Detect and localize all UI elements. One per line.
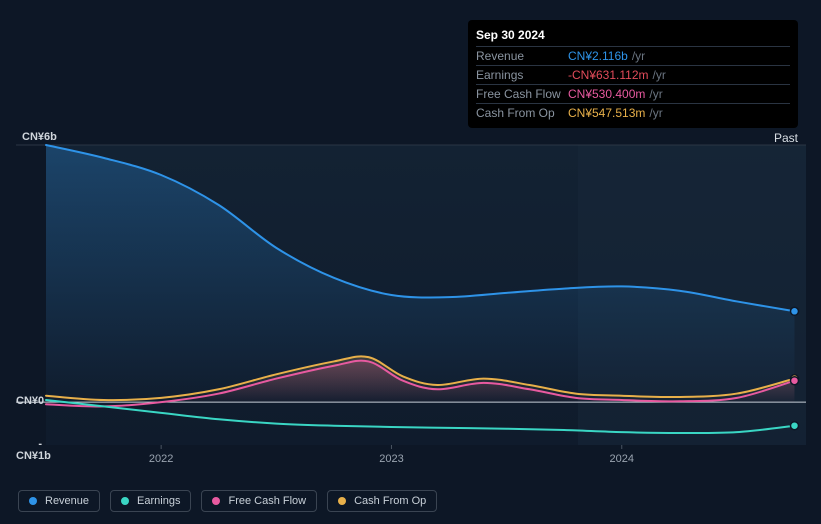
x-axis-label: 2022 <box>149 453 173 465</box>
legend-dot-icon <box>338 497 346 505</box>
tooltip-metric-label: Free Cash Flow <box>476 87 568 101</box>
legend-dot-icon <box>29 497 37 505</box>
tooltip-row: RevenueCN¥2.116b/yr <box>476 46 790 65</box>
legend-item[interactable]: Revenue <box>18 490 100 512</box>
past-label: Past <box>774 131 798 145</box>
financial-chart: Past CN¥6b CN¥0 -CN¥1b 2022 2023 2024 <box>16 125 806 470</box>
legend-label: Earnings <box>137 495 180 507</box>
legend-dot-icon <box>212 497 220 505</box>
tooltip-metric-value: CN¥2.116b <box>568 49 628 63</box>
tooltip-row: Cash From OpCN¥547.513m/yr <box>476 103 790 122</box>
tooltip-row: Earnings-CN¥631.112m/yr <box>476 65 790 84</box>
legend-label: Cash From Op <box>354 495 426 507</box>
x-axis-label: 2023 <box>379 453 403 465</box>
tooltip-metric-value: CN¥530.400m <box>568 87 645 101</box>
tooltip-date: Sep 30 2024 <box>476 26 790 46</box>
legend-item[interactable]: Earnings <box>110 490 191 512</box>
chart-legend: Revenue Earnings Free Cash Flow Cash From O… <box>18 490 437 512</box>
tooltip-metric-value: -CN¥631.112m <box>568 68 648 82</box>
x-axis-label: 2024 <box>610 453 634 465</box>
legend-item[interactable]: Free Cash Flow <box>201 490 317 512</box>
y-axis-label: CN¥6b <box>22 131 57 143</box>
legend-label: Revenue <box>45 495 89 507</box>
tooltip-unit: /yr <box>652 68 665 82</box>
tooltip-metric-label: Cash From Op <box>476 106 568 120</box>
data-tooltip: Sep 30 2024 RevenueCN¥2.116b/yrEarnings-… <box>468 20 798 128</box>
tooltip-unit: /yr <box>649 106 662 120</box>
y-axis-label: -CN¥1b <box>16 438 42 462</box>
legend-dot-icon <box>121 497 129 505</box>
legend-item[interactable]: Cash From Op <box>327 490 437 512</box>
tooltip-unit: /yr <box>649 87 662 101</box>
chart-svg <box>16 125 806 470</box>
legend-label: Free Cash Flow <box>228 495 306 507</box>
tooltip-metric-label: Earnings <box>476 68 568 82</box>
tooltip-unit: /yr <box>632 49 645 63</box>
y-axis-label: CN¥0 <box>16 395 42 407</box>
tooltip-metric-label: Revenue <box>476 49 568 63</box>
tooltip-row: Free Cash FlowCN¥530.400m/yr <box>476 84 790 103</box>
tooltip-metric-value: CN¥547.513m <box>568 106 645 120</box>
